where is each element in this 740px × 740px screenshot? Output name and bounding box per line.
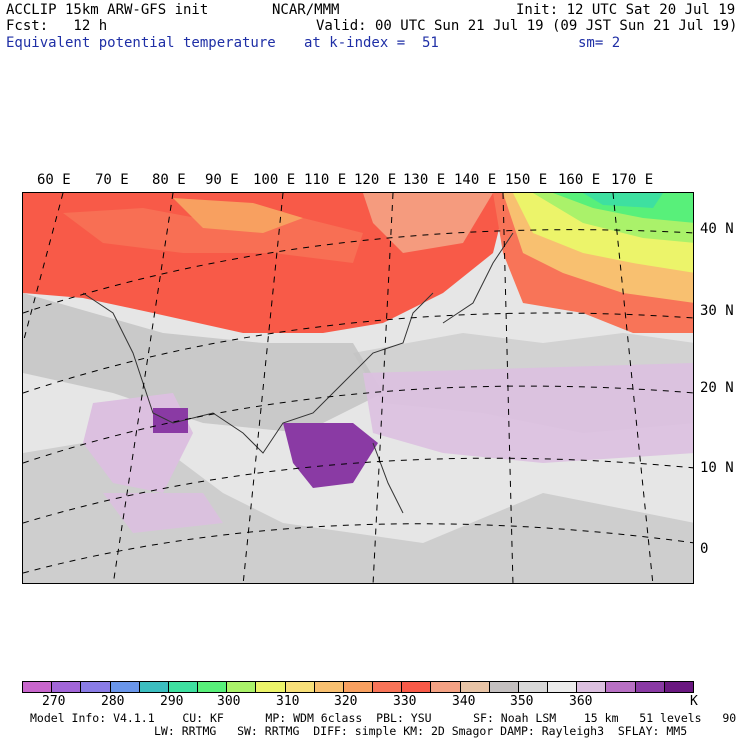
colorbar-swatch	[256, 682, 286, 692]
graticule-40n	[23, 229, 693, 314]
graticule-10n	[23, 457, 693, 524]
graticule-30n	[23, 312, 693, 394]
colorbar-tick-label: 340	[452, 694, 476, 709]
valid-time: Valid: 00 UTC Sun 21 Jul 19 (09 JST Sun …	[316, 18, 738, 34]
colorbar-swatch	[606, 682, 636, 692]
colorbar-swatch	[548, 682, 578, 692]
longitude-label: 170 E	[611, 172, 654, 188]
colorbar-swatch	[460, 682, 490, 692]
colorbar-swatch	[577, 682, 607, 692]
purple-patch-indian-ocean	[103, 493, 223, 533]
longitude-label: 80 E	[152, 172, 186, 188]
longitude-label: 110 E	[304, 172, 347, 188]
latitude-label: 40 N	[700, 221, 734, 237]
colorbar-swatch	[489, 682, 519, 692]
longitude-label: 160 E	[558, 172, 601, 188]
colorbar-tick-label: 290	[160, 694, 184, 709]
colorbar-swatch	[373, 682, 403, 692]
coastline-philippines	[372, 442, 404, 514]
latitude-label: 20 N	[700, 380, 734, 396]
coastline-japan	[442, 232, 514, 324]
graticule-150e	[502, 193, 514, 583]
model-info-line1: Model Info: V4.1.1 CU: KF MP: WDM 6class…	[30, 711, 740, 725]
colorbar-unit: K	[690, 694, 698, 709]
colorbar-tick-label: 330	[393, 694, 417, 709]
colorbar-swatch	[168, 682, 199, 692]
colorbar-tick-label: 320	[334, 694, 358, 709]
graticule-170e	[612, 193, 654, 583]
grey-band-himalaya	[23, 293, 383, 433]
colorbar-swatch	[314, 682, 344, 692]
grey-band-south	[23, 433, 693, 583]
longitude-label: 120 E	[354, 172, 397, 188]
colorbar-swatch	[52, 682, 82, 692]
colorbar-tick-label: 310	[276, 694, 300, 709]
org-label: NCAR/MMM	[272, 2, 340, 18]
colorbar-tick-label: 270	[42, 694, 66, 709]
map-svg	[23, 193, 693, 583]
colorbar-tick-label: 300	[217, 694, 241, 709]
longitude-label: 130 E	[403, 172, 446, 188]
colorbar-tick-label: 360	[569, 694, 593, 709]
colorbar-swatch	[635, 682, 665, 692]
latitude-label: 30 N	[700, 303, 734, 319]
longitude-label: 70 E	[95, 172, 129, 188]
colorbar-swatch	[227, 682, 257, 692]
graticule-20n	[23, 385, 693, 464]
graticule-equator	[23, 523, 693, 574]
colorbar-swatch	[23, 682, 53, 692]
init-time: Init: 12 UTC Sat 20 Jul 19	[516, 2, 736, 18]
dark-purple-bengal	[153, 408, 188, 433]
graticule-130e	[372, 193, 394, 583]
colorbar-swatch	[285, 682, 315, 692]
colorbar-swatch	[664, 682, 693, 692]
cyan-band	[583, 193, 663, 208]
colorbar-swatch	[343, 682, 374, 692]
map-plot	[22, 192, 694, 584]
purple-patch-pacific	[363, 363, 693, 463]
colorbar-swatch	[198, 682, 228, 692]
colorbar-swatch	[110, 682, 140, 692]
graticule-110e	[242, 193, 284, 583]
colorbar-swatch	[402, 682, 432, 692]
model-title: ACCLIP 15km ARW-GFS init	[6, 2, 209, 18]
colorbar-swatch	[518, 682, 549, 692]
smoothing-label: sm= 2	[578, 35, 621, 51]
colorbar-swatch	[431, 682, 461, 692]
colorbar	[22, 681, 694, 693]
colorbar-tick-label: 280	[101, 694, 125, 709]
longitude-label: 90 E	[205, 172, 239, 188]
colorbar-swatch	[81, 682, 111, 692]
colorbar-tick-label: 350	[510, 694, 534, 709]
latitude-label: 10 N	[700, 460, 734, 476]
latitude-label: 0	[700, 541, 709, 557]
coastline-mainland	[82, 292, 434, 454]
field-name: Equivalent potential temperature	[6, 35, 276, 51]
warm-patch-mongolia	[173, 198, 303, 233]
warm-patch-northeast	[363, 193, 493, 253]
model-info-line2: LW: RRTMG SW: RRTMG DIFF: simple KM: 2D …	[154, 724, 688, 738]
colorbar-swatch	[139, 682, 169, 692]
longitude-label: 150 E	[505, 172, 548, 188]
longitude-label: 60 E	[37, 172, 71, 188]
longitude-label: 140 E	[454, 172, 497, 188]
forecast-hour: Fcst: 12 h	[6, 18, 108, 34]
graticule-70e	[23, 193, 64, 344]
level-label: at k-index = 51	[304, 35, 439, 51]
longitude-label: 100 E	[253, 172, 296, 188]
dark-purple-scs	[283, 423, 378, 488]
